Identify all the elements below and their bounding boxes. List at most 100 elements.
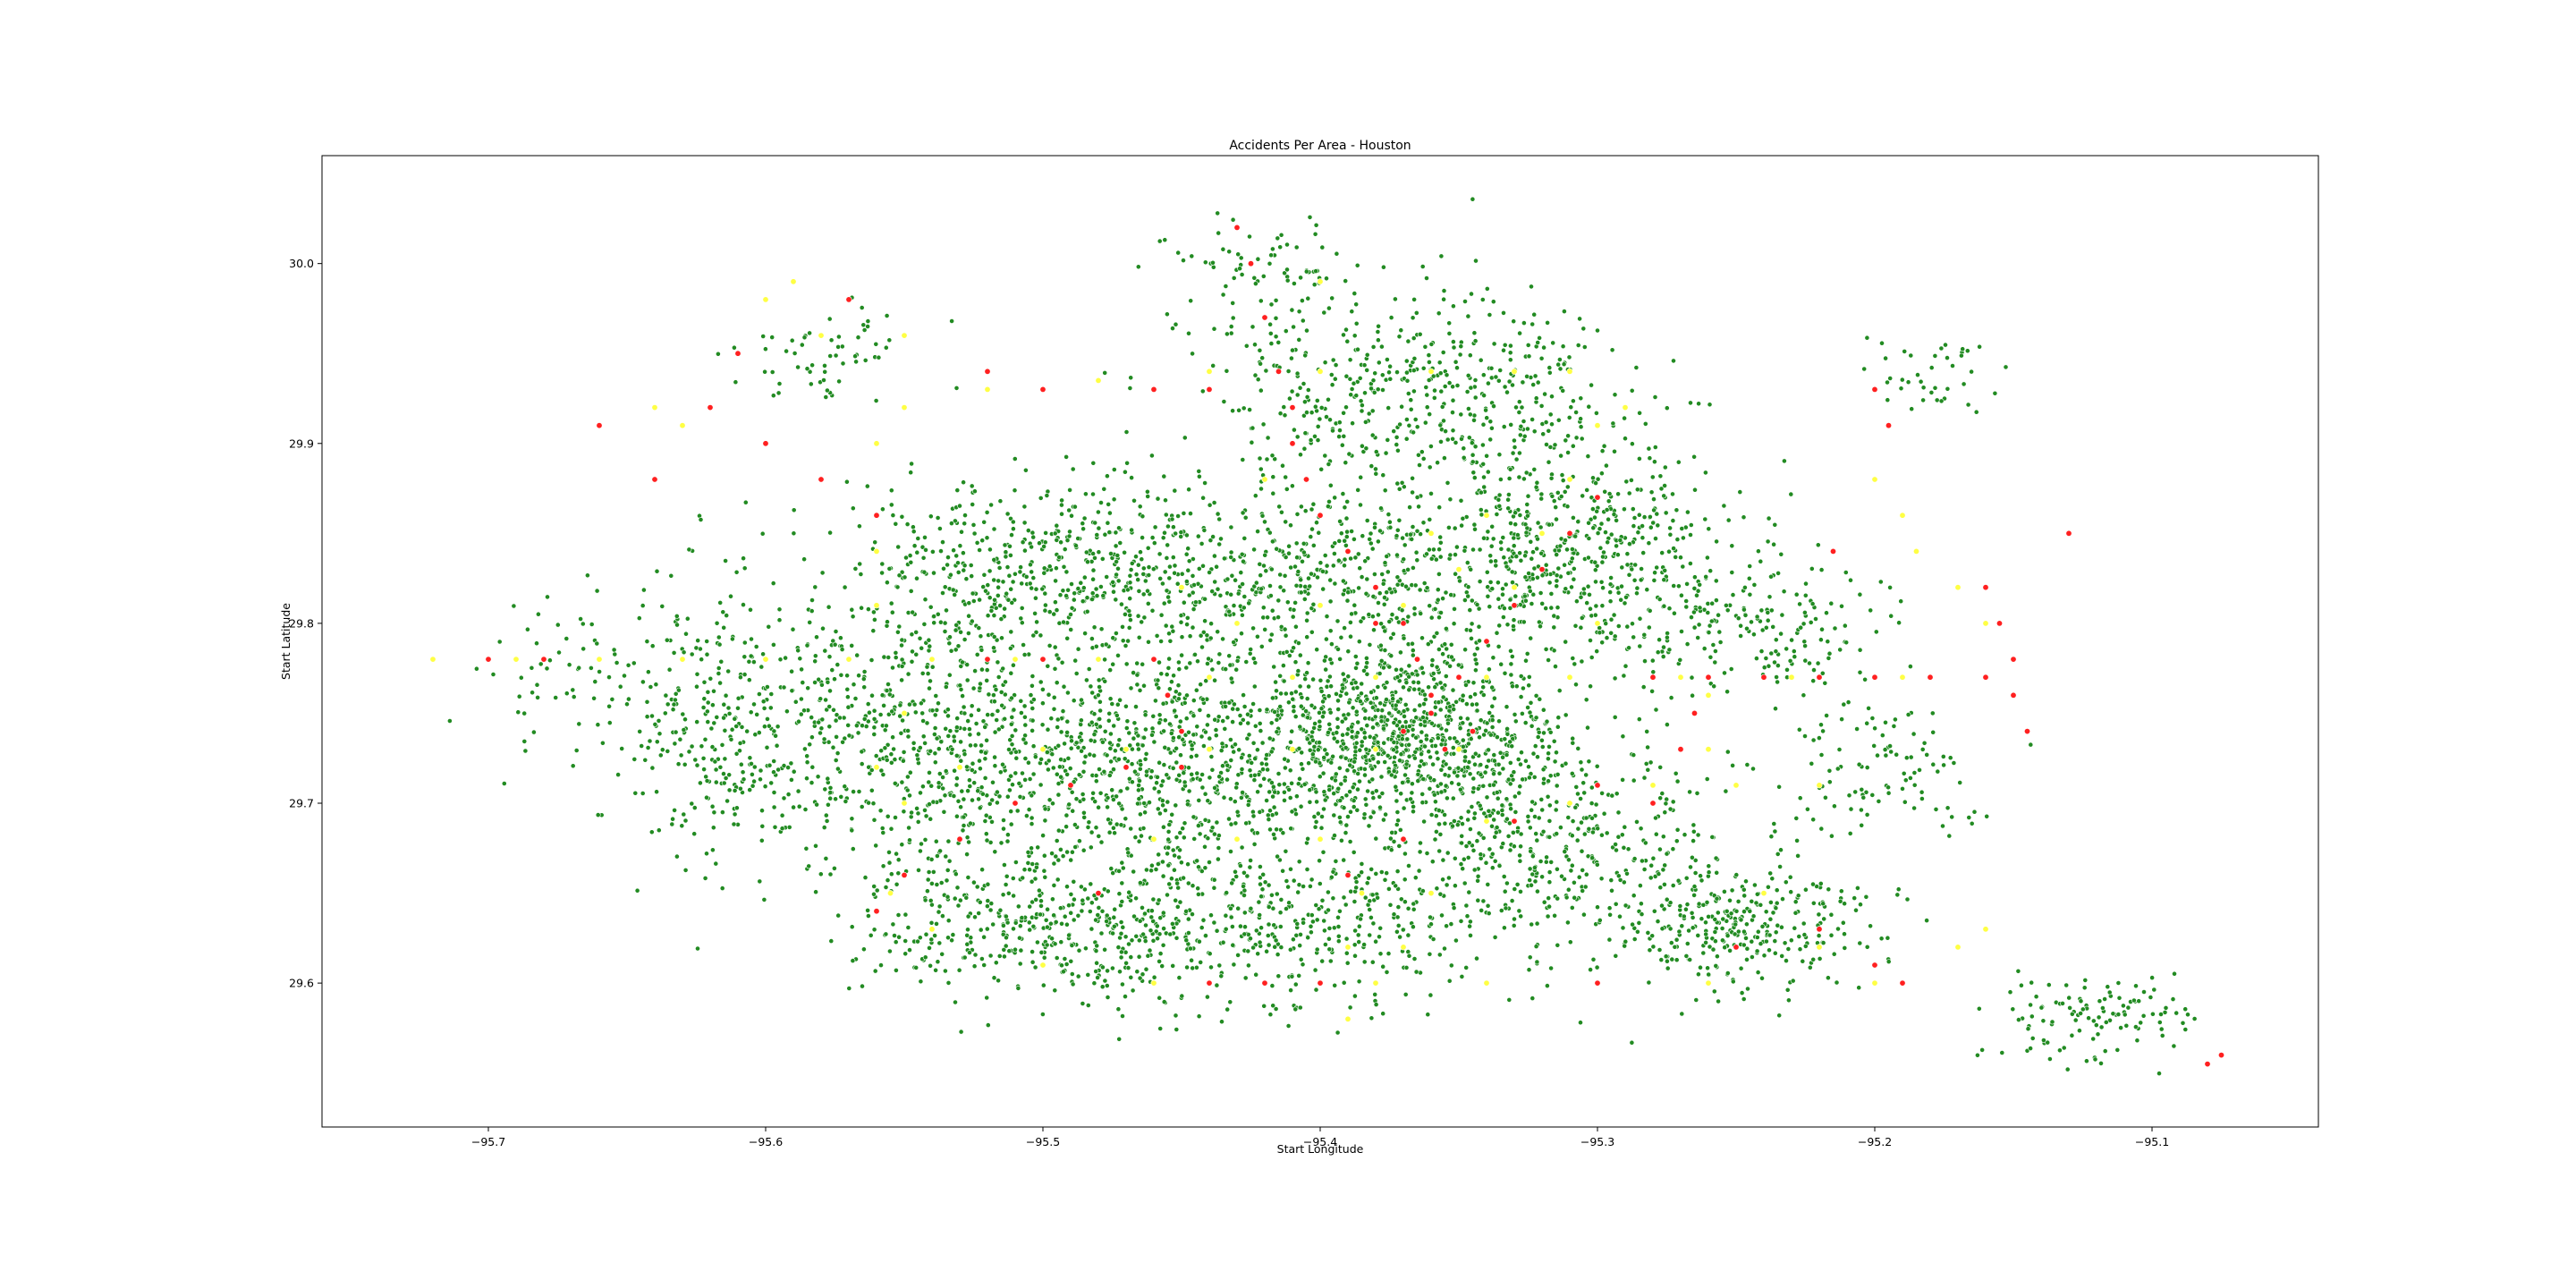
point-low [1075,586,1081,591]
point-low [1690,915,1696,920]
point-low [1102,678,1108,684]
point-low [1648,524,1654,530]
point-low [1064,772,1070,777]
point-low [1110,635,1116,641]
point-low [1484,764,1490,770]
point-low [1242,924,1248,930]
point-low [1025,528,1031,533]
point-low [1148,775,1154,780]
point-low [1175,513,1181,519]
point-low [1468,566,1474,572]
point-low [823,812,829,818]
point-low [1326,504,1331,509]
point-low [1535,734,1541,740]
point-low [1440,694,1446,700]
point-low [1064,849,1070,855]
point-low [1135,733,1141,739]
point-low [1098,584,1104,589]
point-low [1008,721,1014,727]
point-low [1302,508,1309,514]
point-low [1504,880,1510,886]
point-low [923,547,928,553]
point-low [1215,586,1221,592]
point-low [1430,761,1436,767]
point-low [1077,838,1082,844]
point-low [1135,801,1140,807]
point-low [1189,742,1195,749]
point-low [1288,866,1293,872]
point-low [1595,904,1600,911]
point-low [1093,722,1099,727]
point-low [1507,781,1513,787]
point-low [1413,969,1419,975]
point-low [1469,804,1475,809]
point-low [938,548,944,554]
point-low [1437,680,1444,686]
point-low [1322,797,1328,803]
point-low [1357,747,1363,753]
point-low [1528,699,1534,706]
point-low [1335,933,1342,939]
point-low [1685,509,1690,515]
point-low [1662,568,1668,573]
point-low [1690,822,1697,828]
point-low [1314,647,1320,653]
point-low [1096,692,1101,699]
point-low [1060,853,1066,859]
point-low [1649,933,1656,939]
point-low [1343,902,1349,908]
point-low [1375,708,1381,713]
point-low [1259,513,1266,519]
point-low [1663,510,1669,516]
point-low [1383,450,1389,456]
point-low [1169,516,1175,522]
point-low [1368,867,1375,872]
point-low [1084,595,1090,601]
point-low [1090,491,1096,497]
point-low [1352,993,1358,999]
point-low [1288,739,1293,745]
point-low [1181,835,1187,841]
point-low [1535,888,1540,894]
point-low [1335,938,1342,945]
point-low [888,502,894,508]
point-low [1664,851,1670,857]
point-low [1271,804,1277,810]
point-low [1028,692,1034,698]
series-low [446,196,2198,1076]
point-low [1315,574,1320,580]
point-low [1356,979,1362,985]
point-low [1646,624,1652,631]
point-low [1265,812,1271,818]
point-low [1662,862,1668,869]
point-low [1434,829,1439,835]
point-low [1336,557,1342,564]
point-low [1386,664,1393,670]
point-low [1444,727,1449,733]
point-low [1608,575,1614,580]
point-low [1041,570,1047,576]
point-low [1283,555,1289,560]
point-low [1202,618,1208,624]
point-low [865,701,871,707]
point-low [1241,893,1247,898]
point-low [1197,473,1202,479]
point-low [1462,547,1468,554]
point-low [1578,759,1584,766]
point-low [1640,858,1645,864]
point-low [1249,760,1255,766]
point-low [1212,677,1217,683]
point-low [1590,525,1597,531]
point-low [1402,772,1408,778]
point-low [1472,761,1478,767]
point-low [1082,631,1088,636]
point-low [976,707,981,713]
point-low [1394,674,1401,680]
point-low [1477,579,1483,584]
point-low [1611,512,1617,517]
point-low [1034,619,1039,625]
point-low [1546,521,1552,528]
point-low [1405,932,1411,938]
point-low [859,605,864,611]
point-low [1418,840,1423,846]
